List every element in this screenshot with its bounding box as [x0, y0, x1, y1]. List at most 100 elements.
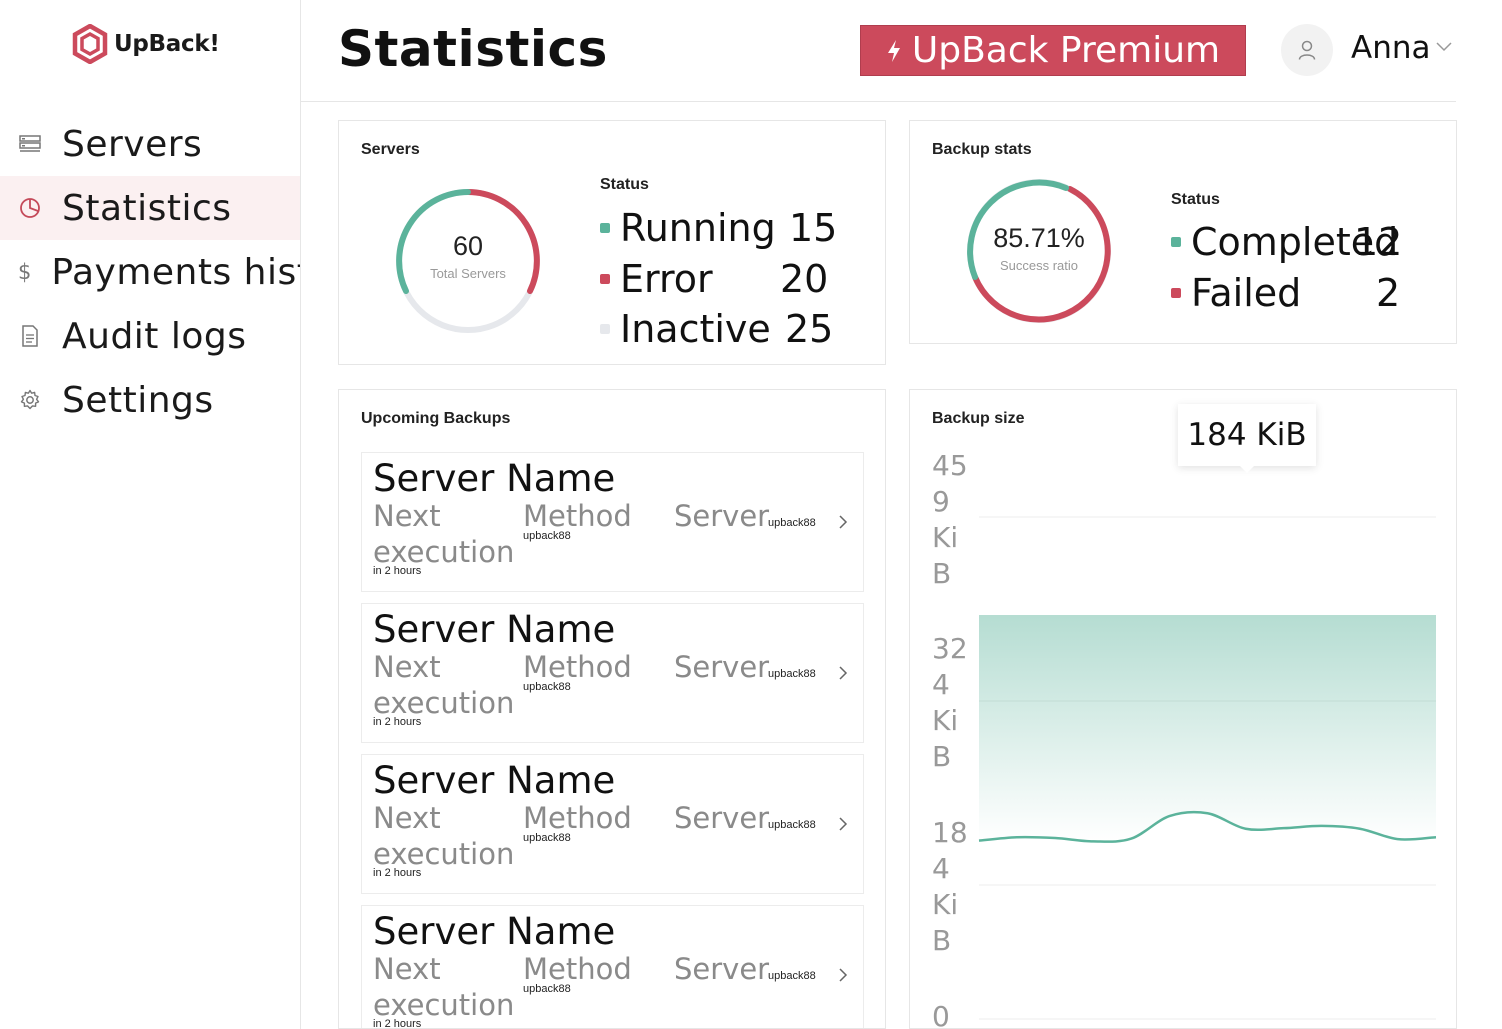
sidebar-item-statistics[interactable]: Statistics [0, 176, 300, 240]
success-ratio-value: 85.71% [993, 223, 1085, 253]
status-title: Status [600, 176, 649, 193]
backup-stats-card: Backup stats 85.71% Success ratio Status… [909, 120, 1457, 344]
chart-tooltip: 184 KiB [1178, 404, 1316, 473]
y-tick-label: 0 [932, 1000, 950, 1029]
server-label: Server [674, 801, 770, 835]
server-icon [18, 132, 42, 156]
chevron-right-icon[interactable] [838, 968, 848, 982]
document-icon [18, 324, 42, 348]
server-value: upback88 [768, 668, 816, 680]
premium-button-label: UpBack Premium [911, 30, 1221, 71]
sidebar-item-label: Payments history [51, 251, 300, 293]
chevron-right-icon[interactable] [838, 515, 848, 529]
method-label: Method [523, 650, 632, 684]
y-tick-label: 184 KiB [932, 816, 968, 957]
backup-size-area-chart [978, 516, 1437, 1020]
inactive-dot [600, 324, 610, 334]
next-execution-value: in 2 hours [373, 565, 422, 577]
sidebar-item-label: Statistics [62, 187, 232, 229]
completed-dot [1171, 237, 1181, 247]
next-execution-value: in 2 hours [373, 1018, 422, 1029]
success-ratio-donut-chart [967, 179, 1111, 323]
user-name[interactable]: Anna [1351, 30, 1431, 66]
status-label: Running [620, 206, 776, 250]
server-label: Server [674, 499, 770, 533]
dollar-icon: $ [18, 260, 32, 284]
avatar[interactable] [1281, 24, 1333, 76]
chevron-down-icon[interactable] [1436, 42, 1452, 52]
server-label: Server [674, 952, 770, 986]
status-failed: Failed [1171, 271, 1301, 315]
status-value: 15 [789, 206, 838, 250]
method-label: Method [523, 801, 632, 835]
backup-server-name: Server Name [373, 759, 616, 802]
success-ratio-center: 85.71% Success ratio [979, 223, 1099, 273]
sidebar-item-audit-logs[interactable]: Audit logs [0, 304, 300, 368]
sidebar-item-servers[interactable]: Servers [0, 112, 300, 176]
sidebar-item-label: Settings [62, 379, 214, 421]
next-execution-value: in 2 hours [373, 716, 422, 728]
sidebar-item-label: Audit logs [62, 315, 247, 357]
method-value: upback88 [523, 832, 571, 844]
lightning-icon [887, 39, 900, 62]
sidebar-item-label: Servers [62, 123, 203, 165]
page-title: Statistics [338, 20, 608, 78]
backup-item[interactable]: Server Name Next execution in 2 hours Me… [361, 603, 864, 743]
sidebar-item-payments-history[interactable]: $ Payments history [0, 240, 300, 304]
status-label: Completed [1191, 220, 1399, 264]
y-tick-label: 459 KiB [932, 449, 968, 590]
chevron-right-icon[interactable] [838, 817, 848, 831]
sidebar-nav: Servers Statistics $ Payments history Au… [0, 112, 300, 432]
status-value: 25 [785, 307, 834, 351]
next-execution-value: in 2 hours [373, 867, 422, 879]
next-execution-label: Next execution [373, 801, 515, 871]
logo-hexagon-icon [72, 24, 108, 64]
status-completed: Completed [1171, 220, 1398, 264]
server-label: Server [674, 650, 770, 684]
servers-donut-center: 60 Total Servers [408, 231, 528, 281]
status-label: Failed [1191, 271, 1302, 315]
area-line [978, 810, 1437, 843]
status-title: Status [1171, 191, 1220, 208]
backup-server-name: Server Name [373, 608, 616, 651]
total-servers-label: Total Servers [430, 266, 506, 281]
y-tick-label: 324 KiB [932, 632, 968, 773]
backup-server-name: Server Name [373, 457, 616, 500]
status-value: 20 [780, 257, 829, 301]
logo-text: UpBack! [114, 31, 220, 57]
sidebar-item-settings[interactable]: Settings [0, 368, 300, 432]
card-title: Backup stats [932, 141, 1032, 158]
sidebar: UpBack! Servers Statistics $ Payments hi… [0, 0, 301, 1029]
donut-running-arc [465, 189, 540, 294]
upcoming-backups-card: Upcoming Backups Server Name Next execut… [338, 389, 886, 1029]
server-value: upback88 [768, 819, 816, 831]
servers-card: Servers 60 Total Servers Status Running … [338, 120, 886, 365]
area-fill [979, 615, 1436, 842]
backup-server-name: Server Name [373, 910, 616, 953]
chevron-right-icon[interactable] [838, 666, 848, 680]
server-value: upback88 [768, 970, 816, 982]
failed-dot [1171, 288, 1181, 298]
header-divider [301, 101, 1456, 102]
upback-premium-button[interactable]: UpBack Premium [860, 25, 1246, 76]
backup-item[interactable]: Server Name Next execution in 2 hours Me… [361, 905, 864, 1029]
status-value: 12 [1354, 220, 1403, 264]
card-title: Backup size [932, 410, 1025, 427]
status-running: Running [600, 206, 776, 250]
method-value: upback88 [523, 983, 571, 995]
method-value: upback88 [523, 681, 571, 693]
gear-icon [18, 388, 42, 412]
method-label: Method [523, 952, 632, 986]
backup-item[interactable]: Server Name Next execution in 2 hours Me… [361, 754, 864, 894]
status-inactive: Inactive [600, 307, 771, 351]
status-label: Inactive [620, 307, 771, 351]
logo[interactable]: UpBack! [72, 24, 220, 64]
backup-item[interactable]: Server Name Next execution in 2 hours Me… [361, 452, 864, 592]
next-execution-label: Next execution [373, 499, 515, 569]
donut-failed-arc [972, 186, 1111, 323]
next-execution-label: Next execution [373, 952, 515, 1022]
card-title: Servers [361, 141, 420, 158]
card-title: Upcoming Backups [361, 410, 511, 427]
method-label: Method [523, 499, 632, 533]
next-execution-label: Next execution [373, 650, 515, 720]
